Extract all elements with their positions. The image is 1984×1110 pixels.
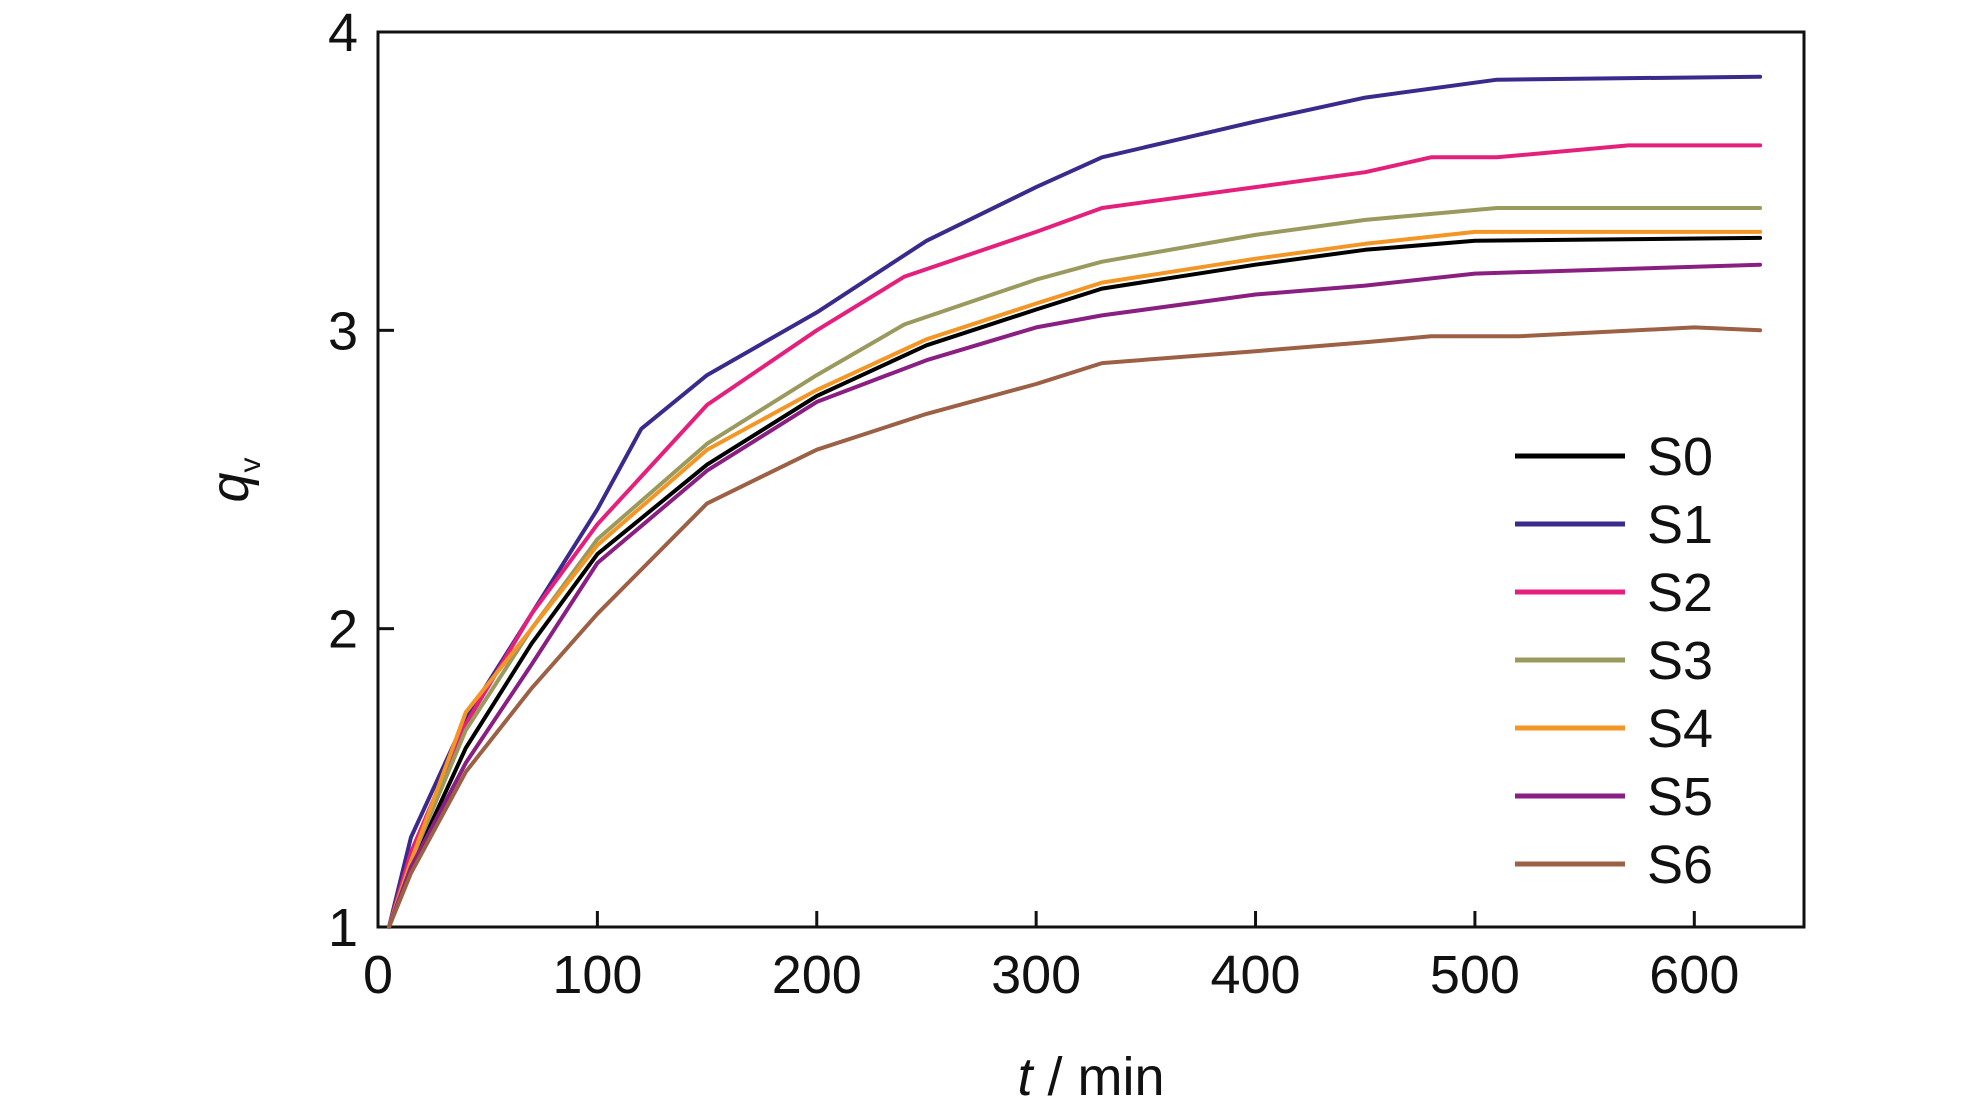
legend-label-s2: S2 bbox=[1647, 563, 1713, 623]
y-axis-ticks: 1 2 3 4 bbox=[328, 3, 394, 958]
legend-label-s4: S4 bbox=[1647, 699, 1713, 759]
x-tick-label: 0 bbox=[363, 945, 393, 1005]
legend-label-s0: S0 bbox=[1647, 427, 1713, 487]
y-tick-label: 4 bbox=[328, 3, 358, 63]
x-tick-label: 100 bbox=[552, 945, 642, 1005]
y-tick-label: 2 bbox=[328, 600, 358, 660]
series-layer bbox=[387, 74, 1763, 929]
y-axis-label: qv bbox=[200, 457, 267, 502]
plot-frame bbox=[376, 30, 1806, 929]
legend-label-s5: S5 bbox=[1647, 767, 1713, 827]
series-line-s6 bbox=[387, 325, 1763, 929]
x-axis-label: t / min bbox=[1017, 1047, 1164, 1107]
series-line-s0 bbox=[387, 235, 1763, 929]
x-axis-unit: / min bbox=[1032, 1047, 1164, 1107]
y-tick-label: 1 bbox=[328, 898, 358, 958]
series-line-s4 bbox=[387, 229, 1763, 929]
series-line-s1 bbox=[387, 74, 1763, 929]
x-tick-label: 600 bbox=[1649, 945, 1739, 1005]
series-line-s2 bbox=[387, 143, 1763, 929]
legend: S0 S1 S2 S3 S4 S5 S6 bbox=[1515, 427, 1713, 895]
y-axis-sub: v bbox=[234, 457, 267, 472]
series-line-s3 bbox=[387, 206, 1763, 929]
x-tick-label: 200 bbox=[772, 945, 862, 1005]
y-axis-var: q bbox=[200, 472, 260, 502]
x-axis-var: t bbox=[1017, 1047, 1034, 1107]
x-tick-label: 500 bbox=[1430, 945, 1520, 1005]
legend-label-s6: S6 bbox=[1647, 835, 1713, 895]
x-tick-label: 300 bbox=[991, 945, 1081, 1005]
x-axis-ticks: 0 100 200 300 400 500 600 bbox=[363, 911, 1739, 1005]
y-tick-label: 3 bbox=[328, 301, 358, 361]
x-tick-label: 400 bbox=[1210, 945, 1300, 1005]
series-line-s5 bbox=[387, 262, 1763, 929]
legend-label-s1: S1 bbox=[1647, 495, 1713, 555]
legend-label-s3: S3 bbox=[1647, 631, 1713, 691]
